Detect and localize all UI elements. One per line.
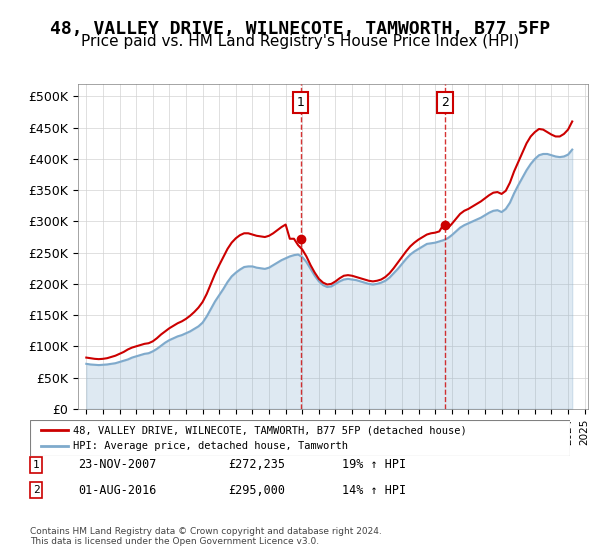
Text: 48, VALLEY DRIVE, WILNECOTE, TAMWORTH, B77 5FP: 48, VALLEY DRIVE, WILNECOTE, TAMWORTH, B… [50,20,550,38]
Text: Contains HM Land Registry data © Crown copyright and database right 2024.
This d: Contains HM Land Registry data © Crown c… [30,526,382,546]
Text: 1: 1 [32,460,40,470]
Text: HPI: Average price, detached house, Tamworth: HPI: Average price, detached house, Tamw… [73,441,348,451]
Text: Price paid vs. HM Land Registry's House Price Index (HPI): Price paid vs. HM Land Registry's House … [81,34,519,49]
Text: 23-NOV-2007: 23-NOV-2007 [78,458,157,472]
Text: 14% ↑ HPI: 14% ↑ HPI [342,483,406,497]
Text: 2: 2 [32,485,40,495]
Text: 1: 1 [296,96,305,109]
Text: 01-AUG-2016: 01-AUG-2016 [78,483,157,497]
Text: 2: 2 [441,96,449,109]
Text: £295,000: £295,000 [228,483,285,497]
Text: 48, VALLEY DRIVE, WILNECOTE, TAMWORTH, B77 5FP (detached house): 48, VALLEY DRIVE, WILNECOTE, TAMWORTH, B… [73,425,467,435]
FancyBboxPatch shape [30,420,570,456]
Text: 19% ↑ HPI: 19% ↑ HPI [342,458,406,472]
Text: £272,235: £272,235 [228,458,285,472]
